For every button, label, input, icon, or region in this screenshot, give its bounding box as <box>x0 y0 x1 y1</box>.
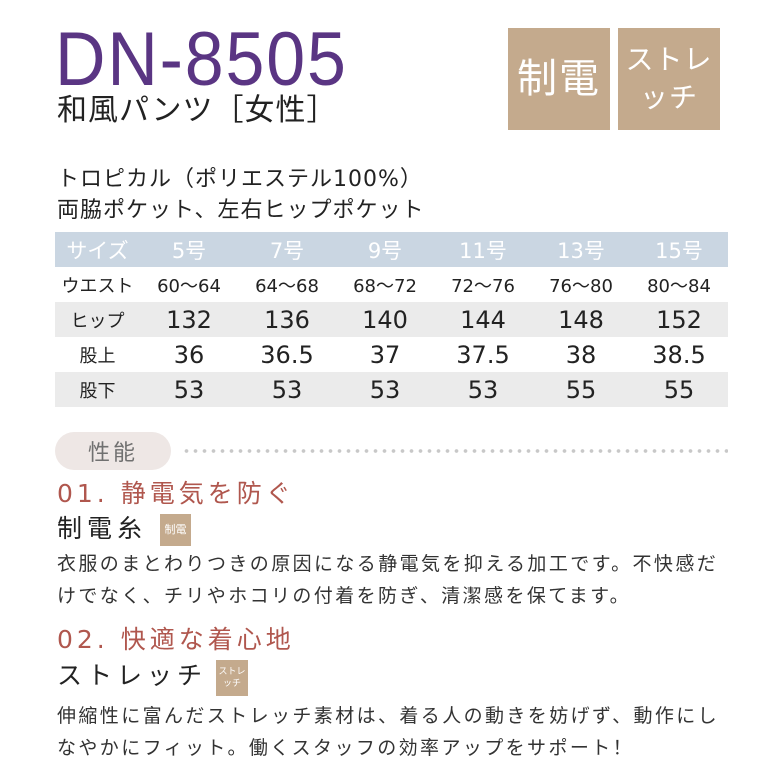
table-cell: 140 <box>362 305 408 334</box>
table-row-waist: ウエスト 60～64 64～68 68～72 72～76 76～80 80～84 <box>55 267 728 302</box>
table-row-hip: ヒップ 132 136 140 144 148 152 <box>55 302 728 337</box>
stretch-mini-badge-line2: ッチ <box>222 679 241 689</box>
table-cell: 60～64 <box>157 275 221 297</box>
feature-heading-antistatic: 01. 静電気を防ぐ <box>57 479 295 508</box>
table-cell: 80～84 <box>647 275 711 297</box>
antistatic-badge: 制電 <box>508 28 610 130</box>
size-header-cell: 13号 <box>557 238 605 263</box>
table-row-inseam: 股下 53 53 53 53 55 55 <box>55 372 728 407</box>
description-line: なやかにフィット。働くスタッフの効率アップをサポート！ <box>57 737 635 759</box>
size-header-cell: 9号 <box>367 238 403 263</box>
table-cell: 37 <box>369 340 401 369</box>
table-cell: 148 <box>558 305 604 334</box>
stretch-mini-badge: ストレ ッチ <box>216 660 248 696</box>
table-cell: 64～68 <box>255 275 319 297</box>
size-header-label: サイズ <box>66 238 129 263</box>
performance-section-label: 性能 <box>55 432 171 470</box>
table-cell: 76～80 <box>549 275 613 297</box>
feature-heading-comfort: 02. 快適な着心地 <box>57 625 295 654</box>
size-header-row: サイズ 5号 7号 9号 11号 13号 15号 <box>55 232 728 267</box>
dotted-divider <box>182 448 728 454</box>
table-cell: 144 <box>460 305 506 334</box>
table-cell: 37.5 <box>456 340 510 369</box>
table-cell: 55 <box>663 375 695 404</box>
performance-section-text: 性能 <box>87 441 138 466</box>
material-text: トロピカル（ポリエステル100%） <box>57 167 423 192</box>
stretch-badge: ストレ ッチ <box>618 28 720 130</box>
antistatic-badge-label: 制電 <box>517 56 601 102</box>
table-cell: 53 <box>271 375 303 404</box>
size-header-cell: 7号 <box>269 238 305 263</box>
table-cell: 36.5 <box>260 340 314 369</box>
row-label: ウエスト <box>61 275 134 297</box>
table-cell: 136 <box>264 305 310 334</box>
size-table: サイズ 5号 7号 9号 11号 13号 15号 ウエスト 60～64 64～6… <box>55 232 728 407</box>
table-cell: 53 <box>467 375 499 404</box>
table-cell: 36 <box>173 340 205 369</box>
row-label: 股上 <box>79 345 116 367</box>
table-cell: 68～72 <box>353 275 417 297</box>
product-code: DN-8505 <box>55 17 348 102</box>
table-row-rise: 股上 36 36.5 37 37.5 38 38.5 <box>55 337 728 372</box>
table-cell: 38 <box>565 340 597 369</box>
pockets-text: 両脇ポケット、左右ヒップポケット <box>57 198 425 223</box>
product-name: 和風パンツ［女性］ <box>57 93 338 128</box>
size-header-cell: 5号 <box>171 238 207 263</box>
antistatic-mini-badge: 制電 <box>160 514 191 546</box>
feature-description-antistatic: 衣服のまとわりつきの原因になる静電気を抑える加工です。不快感だ けでなく、チリや… <box>57 548 718 612</box>
size-header-cell: 11号 <box>459 238 507 263</box>
table-cell: 55 <box>565 375 597 404</box>
description-line: けでなく、チリやホコリの付着を防ぎ、清潔感を保てます。 <box>57 585 632 607</box>
antistatic-mini-badge-label: 制電 <box>164 523 187 536</box>
feature-name-antistatic: 制電糸 <box>57 514 148 543</box>
table-cell: 132 <box>166 305 212 334</box>
table-cell: 38.5 <box>652 340 706 369</box>
row-label: ヒップ <box>70 310 125 332</box>
feature-description-stretch: 伸縮性に富んだストレッチ素材は、着る人の動きを妨げず、動作にし なやかにフィット… <box>57 700 719 764</box>
table-cell: 72～76 <box>451 275 515 297</box>
stretch-mini-badge-line1: ストレ <box>218 667 246 677</box>
description-line: 伸縮性に富んだストレッチ素材は、着る人の動きを妨げず、動作にし <box>57 705 720 727</box>
table-cell: 152 <box>656 305 702 334</box>
row-label: 股下 <box>79 380 116 402</box>
table-cell: 53 <box>369 375 401 404</box>
table-cell: 53 <box>173 375 205 404</box>
stretch-badge-label-line1: ストレ <box>625 43 713 76</box>
size-header-cell: 15号 <box>655 238 703 263</box>
stretch-badge-label-line2: ッチ <box>639 81 698 114</box>
feature-name-stretch: ストレッチ <box>57 661 208 690</box>
description-line: 衣服のまとわりつきの原因になる静電気を抑える加工です。不快感だ <box>57 553 719 575</box>
